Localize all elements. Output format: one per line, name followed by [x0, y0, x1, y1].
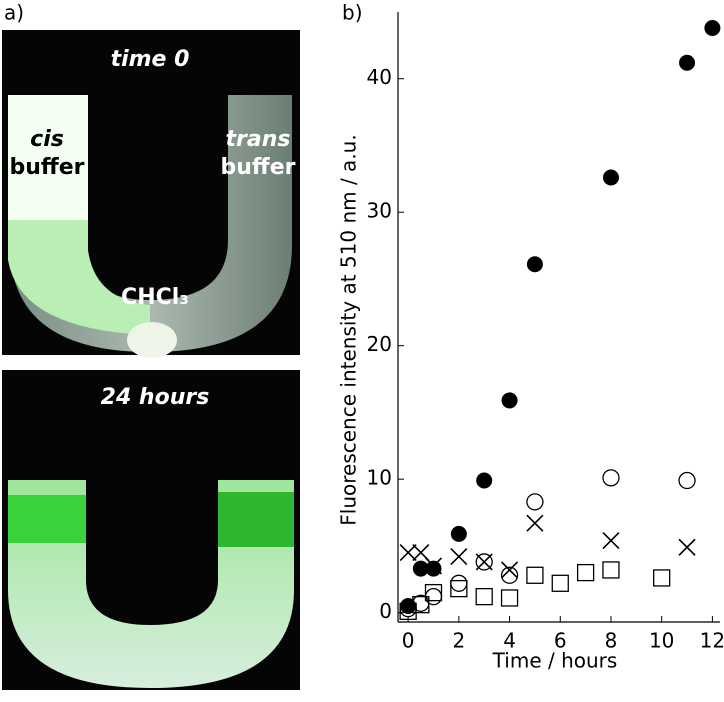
x-tick-label: 10 — [649, 629, 674, 653]
point — [526, 493, 544, 511]
point — [500, 561, 519, 579]
point — [450, 579, 468, 598]
point — [602, 169, 619, 186]
point — [450, 574, 468, 592]
point — [526, 566, 544, 584]
green-layer — [8, 495, 86, 543]
photo-label: buffer — [9, 155, 84, 180]
y-tick-label: 40 — [367, 65, 392, 89]
point — [653, 569, 671, 587]
y-tick-label: 10 — [367, 466, 392, 490]
point — [476, 472, 493, 489]
x-tick-label: 8 — [605, 629, 618, 653]
y-tick-label: 30 — [367, 199, 392, 223]
x-tick-label: 4 — [503, 629, 516, 653]
point — [424, 583, 443, 602]
point — [576, 563, 595, 582]
photo-caption: time 0 — [111, 47, 190, 72]
x-tick-label: 0 — [402, 629, 415, 653]
point — [399, 544, 417, 562]
point — [500, 589, 519, 607]
photo-caption: 24 hours — [101, 385, 210, 410]
point — [500, 566, 519, 584]
point — [501, 392, 518, 409]
point — [602, 469, 620, 487]
point — [526, 256, 543, 273]
green-layer — [218, 492, 294, 547]
point — [424, 557, 443, 575]
photo-label: buffer — [220, 155, 295, 180]
photo-label: CHCl₃ — [121, 285, 189, 310]
photo-bottom: 24 hours — [2, 370, 300, 690]
photo-top: time 0 cis buffer trans buffer CHCl₃ — [2, 30, 300, 358]
point — [678, 538, 696, 556]
cis-buffer — [8, 95, 88, 220]
point — [475, 553, 493, 571]
point — [475, 587, 493, 606]
point — [450, 548, 468, 566]
panel-label: b) — [342, 1, 363, 25]
point — [551, 574, 569, 592]
point — [704, 20, 721, 37]
point — [412, 595, 430, 614]
point — [425, 560, 442, 577]
panel-label: a) — [4, 1, 24, 25]
point — [678, 471, 696, 490]
point — [399, 602, 417, 620]
x-tick-label: 2 — [452, 629, 465, 653]
photo-label: cis — [30, 127, 64, 152]
y-tick-label: 20 — [367, 332, 392, 356]
point — [679, 54, 696, 71]
point — [526, 514, 544, 532]
chcl3-drop — [127, 322, 177, 358]
point — [475, 553, 493, 571]
x-tick-label: 6 — [554, 629, 567, 653]
x-axis-label: Time / hours — [492, 649, 618, 673]
photo-label: trans — [226, 127, 291, 152]
green-phase — [8, 220, 150, 335]
y-axis-label: Fluorescence intensity at 510 nm / a.u. — [337, 134, 361, 525]
point — [602, 532, 620, 550]
point — [412, 560, 429, 577]
point — [450, 525, 467, 542]
x-tick-label: 12 — [700, 629, 724, 653]
point — [602, 561, 620, 579]
y-tick-label: 0 — [379, 599, 392, 623]
